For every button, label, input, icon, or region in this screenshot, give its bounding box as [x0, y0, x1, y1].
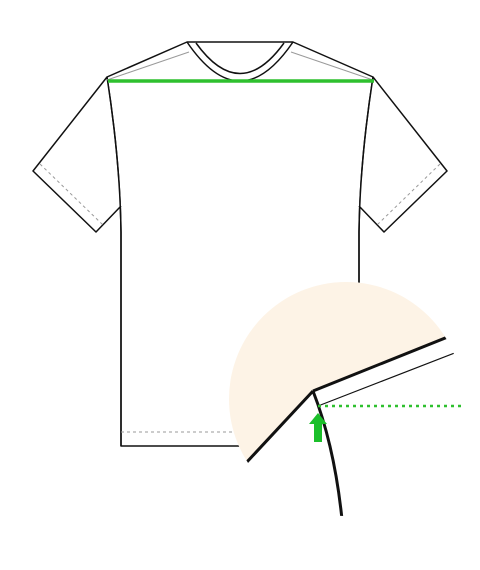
left-sleeve-outline	[32, 76, 122, 233]
collar-inner	[195, 42, 285, 75]
zoom-outside-shirt-area	[229, 282, 463, 478]
right-sleeve-hem-stitch	[376, 163, 441, 226]
zoom-body-side-seam	[311, 390, 345, 516]
shoulder-seam-right	[290, 51, 374, 81]
zoom-detail	[229, 282, 463, 516]
left-sleeve-hem-stitch	[39, 163, 104, 226]
body-side-seam-left	[106, 76, 122, 446]
zoom-shoulder-seam	[317, 346, 463, 407]
arrow-up-icon	[309, 413, 327, 442]
shoulder-seam-left	[106, 51, 190, 81]
right-sleeve-outline	[358, 76, 448, 233]
zoom-shoulder-edge	[312, 326, 463, 393]
body-side-seam-right	[358, 76, 374, 446]
